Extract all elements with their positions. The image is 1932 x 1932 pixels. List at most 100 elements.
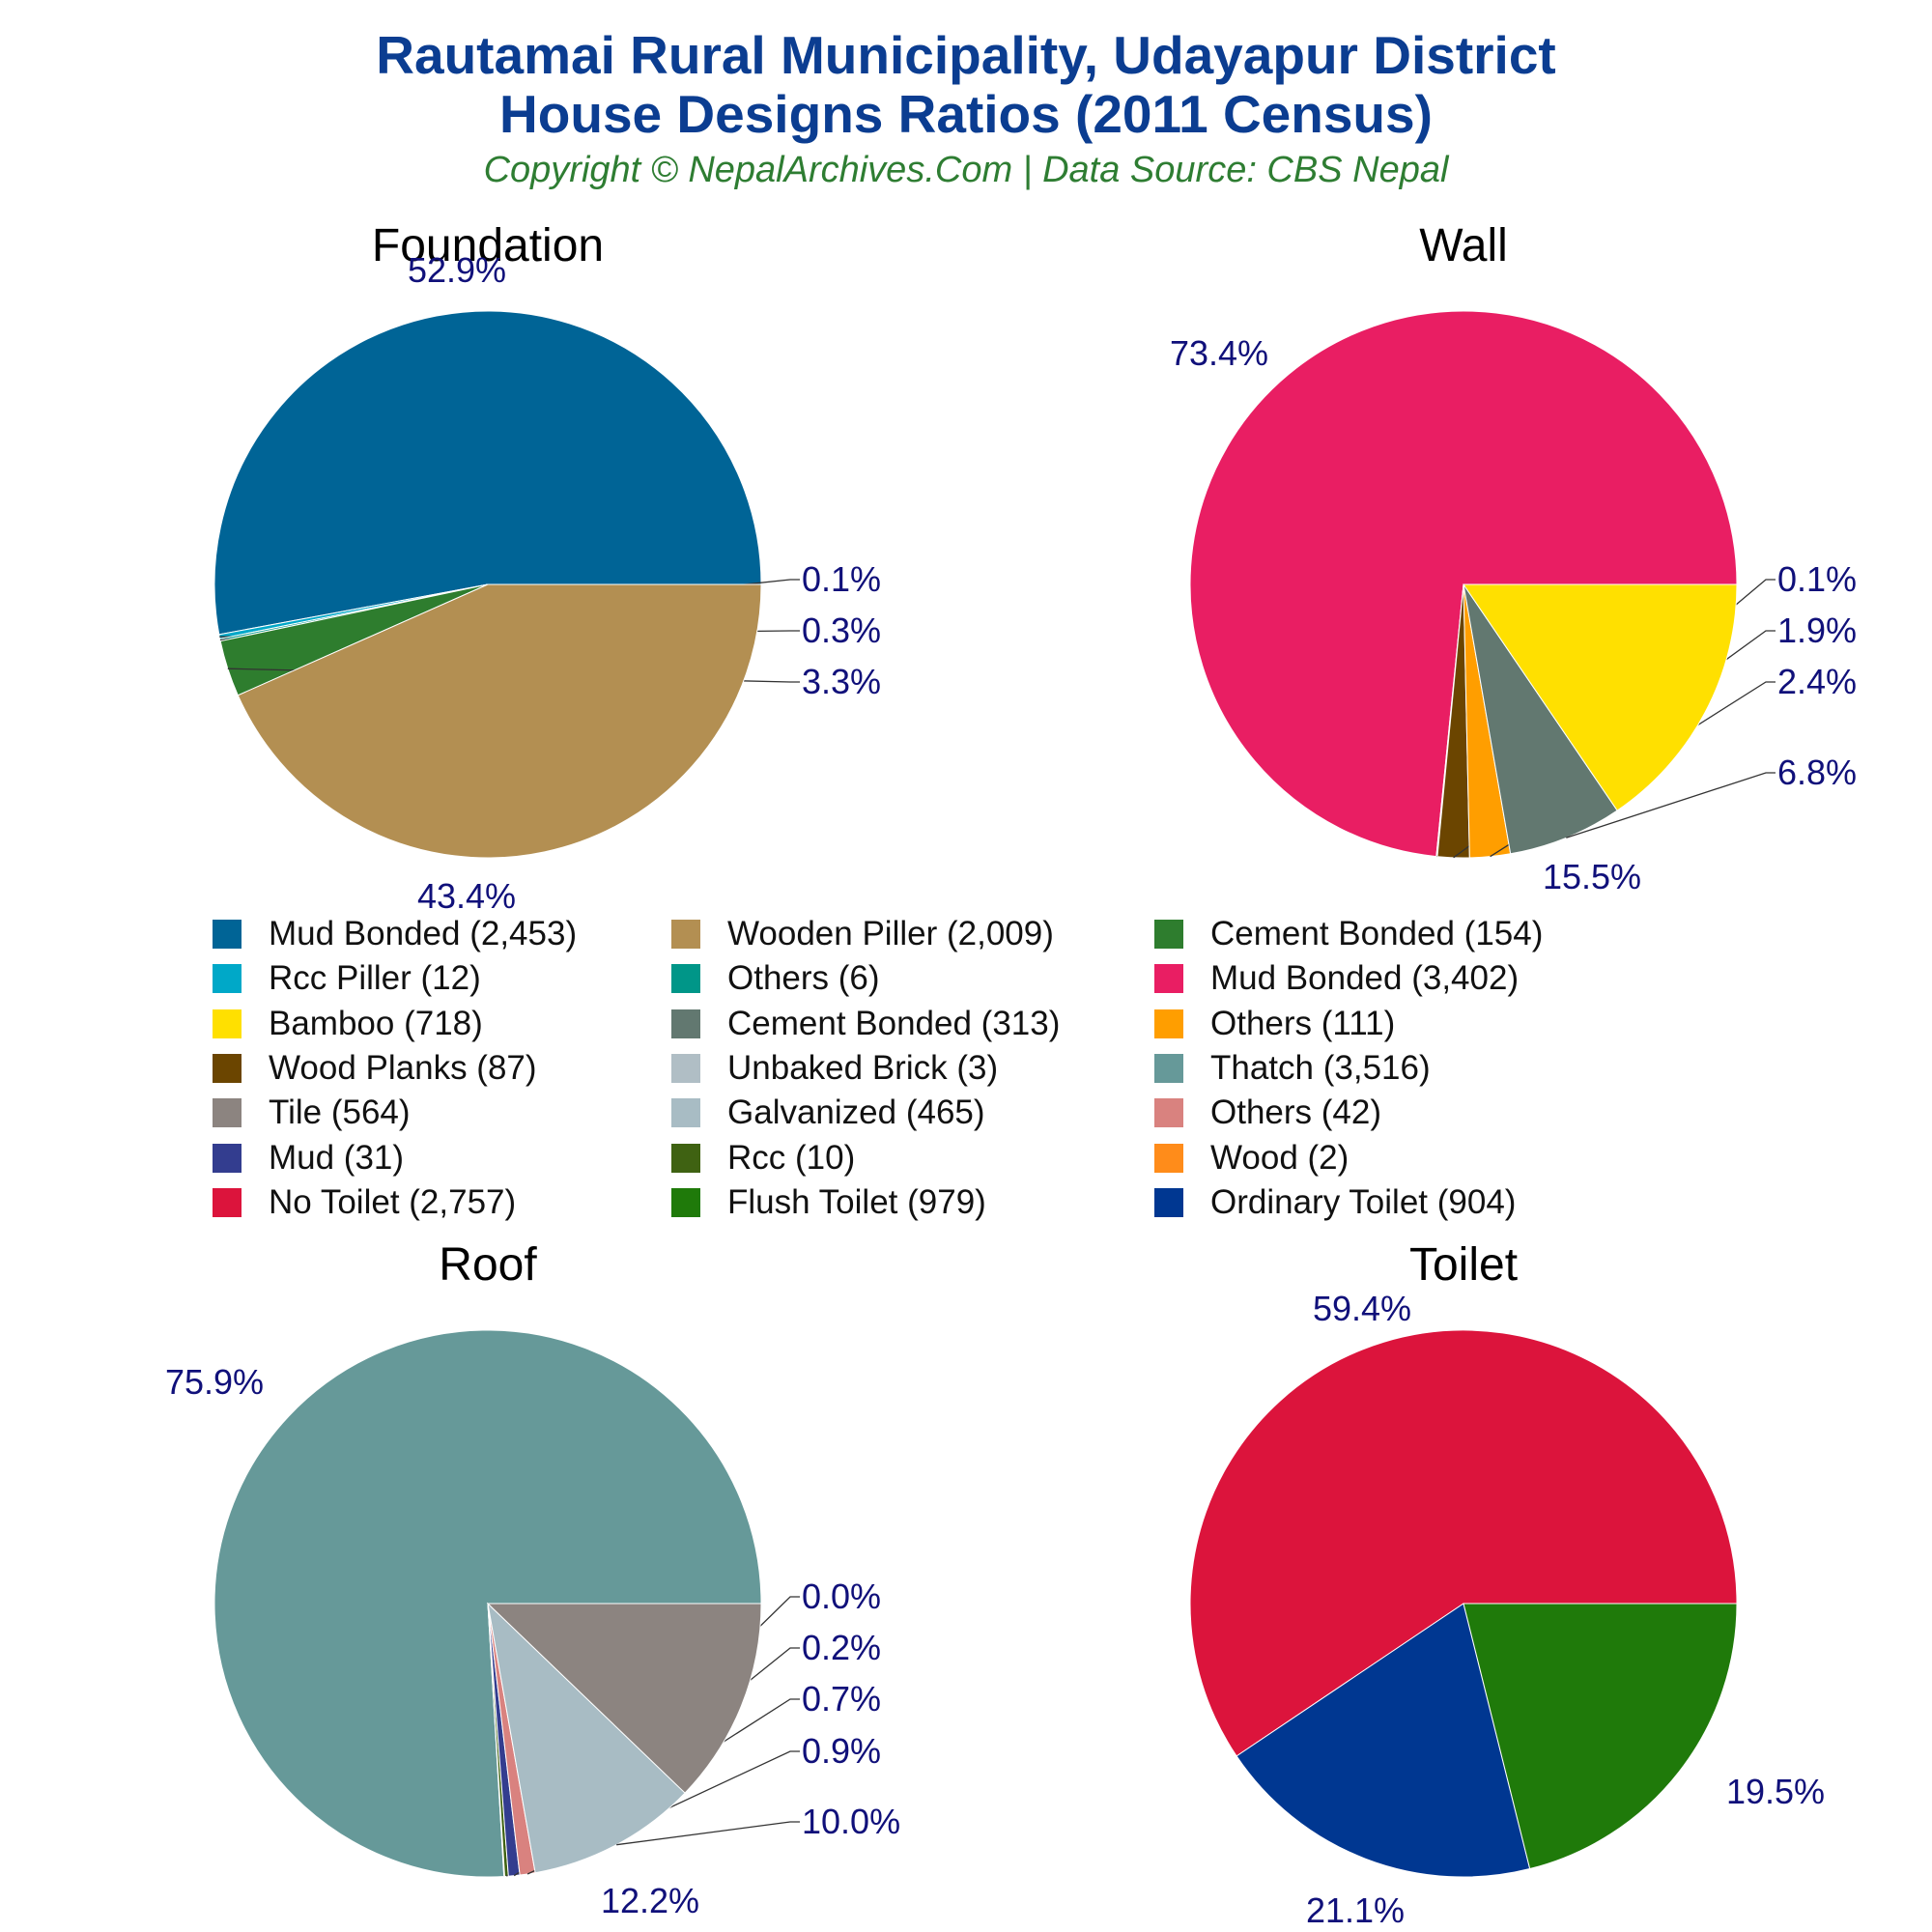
legend-label: Thatch (3,516): [1210, 1048, 1431, 1087]
chart-subtitle: Copyright © NepalArchives.Com | Data Sou…: [483, 150, 1449, 190]
legend-item: Mud Bonded (3,402): [1154, 957, 1519, 1000]
leader-line-wall-cement-bonded: [1566, 772, 1776, 838]
leader-line-roof-galvanized: [616, 1821, 800, 1846]
pie-label-roof-wood: 0.0%: [802, 1577, 881, 1616]
legend-swatch: [213, 1187, 242, 1217]
pie-label-roof-rcc: 0.2%: [802, 1628, 881, 1667]
legend-swatch: [213, 920, 242, 949]
legend-swatch: [671, 1098, 700, 1128]
pie-chart-wall: Wall 73.4% 0.1% 1.9% 2.4% 6.8% 15.5%: [1170, 220, 1857, 896]
pie-slice-foundation-mud-bonded: [213, 310, 762, 636]
pie-title-toilet: Toilet: [1409, 1239, 1518, 1291]
pie-label-roof-galvanized: 10.0%: [802, 1802, 900, 1841]
legend-swatch: [213, 964, 242, 994]
chart-title-line-1: Rautamai Rural Municipality, Udayapur Di…: [376, 25, 1556, 85]
legend-item: Others (6): [671, 957, 880, 1000]
legend-swatch: [1154, 1143, 1183, 1173]
pie-slice-roof-galvanized: [487, 1602, 686, 1874]
legend-label: Cement Bonded (313): [727, 1004, 1061, 1042]
legend-swatch: [213, 1143, 242, 1173]
legend-label: Ordinary Toilet (904): [1210, 1182, 1517, 1221]
pie-label-wall-others: 2.4%: [1777, 662, 1857, 701]
legend-item: Wood (2): [1154, 1137, 1349, 1179]
legend-item: Others (42): [1154, 1092, 1381, 1134]
legend-item: Thatch (3,516): [1154, 1047, 1431, 1090]
legend-swatch: [671, 1143, 700, 1173]
pie-slice-foundation-wooden-piller: [237, 583, 762, 859]
legend-item: Mud (31): [213, 1137, 404, 1179]
legend-label: Others (6): [727, 959, 880, 998]
pie-label-foundation-wooden-piller: 43.4%: [417, 876, 516, 916]
legend-item: Ordinary Toilet (904): [1154, 1181, 1516, 1224]
pie-slice-toilet-flush-toilet: [1463, 1603, 1738, 1870]
legend-item: Bamboo (718): [213, 1003, 483, 1045]
legend-swatch: [1154, 920, 1183, 949]
legend-label: Flush Toilet (979): [727, 1182, 986, 1221]
legend-item: Mud Bonded (2,453): [213, 913, 577, 955]
legend-item: Flush Toilet (979): [671, 1181, 986, 1224]
pie-label-foundation-mud-bonded: 52.9%: [408, 250, 506, 290]
legend-item: Rcc (10): [671, 1137, 855, 1179]
legend-item: Wooden Piller (2,009): [671, 913, 1054, 955]
legend-swatch: [671, 1053, 700, 1083]
legend-swatch: [671, 964, 700, 994]
pie-label-roof-mud: 0.7%: [802, 1679, 881, 1719]
pie-title-roof: Roof: [439, 1239, 537, 1291]
legend-swatch: [1154, 964, 1183, 994]
legend-item: Others (111): [1154, 1003, 1395, 1045]
legend-label: Bamboo (718): [269, 1004, 483, 1042]
pie-slice-wall-mud-bonded: [1189, 310, 1738, 858]
pie-chart-roof: Roof 75.9% 0.0% 0.2% 0.7% 0.9% 10.0% 12.2%: [165, 1239, 900, 1920]
pie-slice-wall-bamboo: [1463, 583, 1738, 811]
legend-label: Mud Bonded (2,453): [269, 915, 578, 952]
legend-label: Wood (2): [1210, 1138, 1350, 1177]
pie-title-foundation: Foundation: [372, 220, 604, 271]
pie-label-toilet-ordinary-toilet: 19.5%: [1726, 1772, 1825, 1811]
legend-swatch: [213, 1053, 242, 1083]
legend-label: Rcc Piller (12): [269, 959, 481, 998]
pie-label-toilet-no-toilet: 59.4%: [1313, 1289, 1411, 1328]
legend-swatch: [671, 920, 700, 949]
legend-label: Cement Bonded (154): [1210, 915, 1544, 952]
legend-item: Unbaked Brick (3): [671, 1047, 998, 1090]
pie-slice-toilet-ordinary-toilet: [1236, 1603, 1531, 1878]
legend-item: No Toilet (2,757): [213, 1181, 516, 1224]
pie-title-wall: Wall: [1419, 220, 1508, 271]
pie-label-roof-thatch: 75.9%: [165, 1362, 264, 1402]
chart-title-line-2: House Designs Ratios (2011 Census): [499, 84, 1433, 144]
legend-swatch: [1154, 1098, 1183, 1128]
legend-label: Unbaked Brick (3): [727, 1048, 999, 1087]
legend-label: Galvanized (465): [727, 1094, 985, 1132]
legend-label: Others (111): [1210, 1004, 1396, 1042]
pie-label-wall-mud-bonded: 73.4%: [1170, 333, 1268, 373]
pie-slice-roof-tile: [486, 1603, 762, 1794]
legend-item: Galvanized (465): [671, 1092, 985, 1134]
pie-label-wall-wood-planks: 1.9%: [1777, 611, 1857, 650]
legend-swatch: [1154, 1009, 1183, 1038]
legend-swatch: [213, 1009, 242, 1038]
pie-label-foundation-others: 0.1%: [802, 559, 881, 599]
pie-label-roof-others: 0.9%: [802, 1731, 881, 1771]
legend-label: No Toilet (2,757): [269, 1182, 517, 1221]
legend-swatch: [213, 1098, 242, 1128]
pie-slice-toilet-no-toilet: [1189, 1329, 1738, 1757]
legend-label: Rcc (10): [727, 1138, 856, 1177]
legend-label: Mud (31): [269, 1138, 405, 1177]
legend-item: Cement Bonded (154): [1154, 913, 1543, 955]
pie-label-foundation-rcc-piller: 0.3%: [802, 611, 881, 650]
legend-swatch: [1154, 1187, 1183, 1217]
legend-label: Tile (564): [269, 1094, 411, 1132]
legend-item: Wood Planks (87): [213, 1047, 537, 1090]
pie-label-wall-unbaked-brick: 0.1%: [1777, 559, 1857, 599]
legend-item: Cement Bonded (313): [671, 1003, 1060, 1045]
legend-item: Tile (564): [213, 1092, 411, 1134]
legend-label: Wooden Piller (2,009): [727, 915, 1054, 952]
pie-label-roof-tile: 12.2%: [601, 1881, 699, 1920]
legend-item: Rcc Piller (12): [213, 957, 481, 1000]
legend-label: Mud Bonded (3,402): [1210, 959, 1520, 998]
pie-label-wall-cement-bonded: 6.8%: [1777, 753, 1857, 792]
legend-label: Wood Planks (87): [269, 1048, 537, 1087]
